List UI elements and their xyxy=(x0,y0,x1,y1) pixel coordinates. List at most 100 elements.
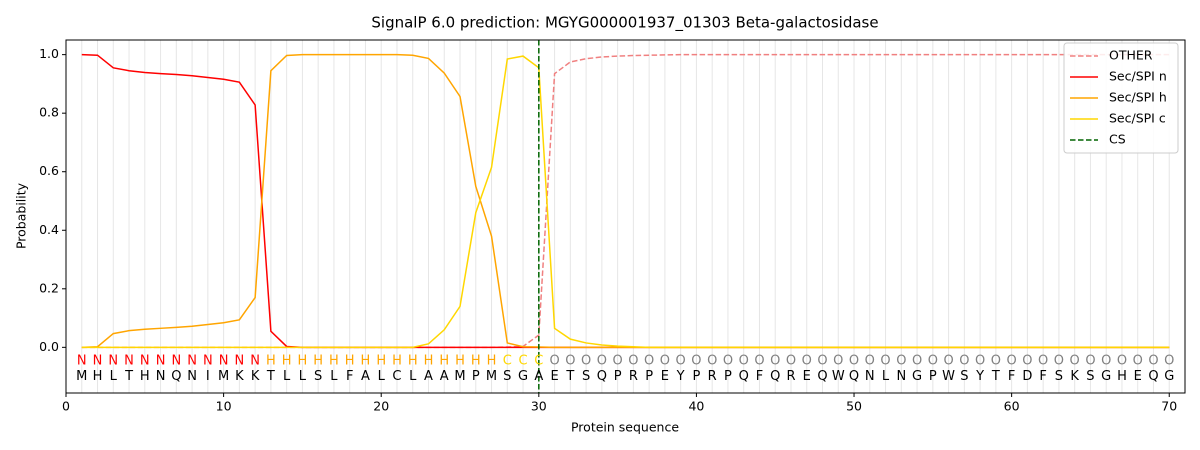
residue-letter: G xyxy=(518,369,528,384)
region-label: O xyxy=(802,354,812,369)
region-label: C xyxy=(534,354,543,369)
y-axis-label: Probability xyxy=(14,182,29,249)
residue-letter: R xyxy=(786,369,795,384)
legend-label: Sec/SPI h xyxy=(1109,90,1167,105)
region-label: N xyxy=(124,354,134,369)
residue-letter: P xyxy=(929,369,937,384)
region-label: N xyxy=(187,354,197,369)
residue-letter: N xyxy=(187,369,197,384)
region-label: H xyxy=(439,354,449,369)
region-label: O xyxy=(896,354,906,369)
residue-letter: F xyxy=(1039,369,1046,384)
residue-letter: M xyxy=(218,369,229,384)
residue-letter: T xyxy=(124,369,133,384)
region-label: O xyxy=(597,354,607,369)
region-label: O xyxy=(754,354,764,369)
residue-letter: L xyxy=(409,369,417,384)
residue-letter: E xyxy=(1134,369,1142,384)
region-label: O xyxy=(707,354,717,369)
x-tick-label: 60 xyxy=(1004,399,1020,414)
legend-label: Sec/SPI n xyxy=(1109,69,1167,84)
plot-frame xyxy=(65,39,1186,394)
y-tick-label: 0.0 xyxy=(39,339,59,354)
region-label: H xyxy=(361,354,371,369)
residue-letter: R xyxy=(708,369,717,384)
residue-letter: E xyxy=(661,369,669,384)
region-label: O xyxy=(1054,354,1064,369)
residue-letter: T xyxy=(565,369,574,384)
region-label: O xyxy=(928,354,938,369)
residue-letter: K xyxy=(251,369,260,384)
region-label: O xyxy=(770,354,780,369)
y-tick-label: 0.4 xyxy=(39,222,59,237)
residue-letter: E xyxy=(803,369,811,384)
residue-letter: M xyxy=(486,369,497,384)
residue-letter: A xyxy=(361,369,370,384)
residue-letter: Q xyxy=(849,369,859,384)
region-label: O xyxy=(644,354,654,369)
residue-letter: G xyxy=(1164,369,1174,384)
legend-label: OTHER xyxy=(1109,48,1153,63)
region-label: O xyxy=(1022,354,1032,369)
region-label: N xyxy=(93,354,103,369)
region-label: O xyxy=(1070,354,1080,369)
region-label: H xyxy=(408,354,418,369)
region-label: O xyxy=(676,354,686,369)
region-label: O xyxy=(1133,354,1143,369)
residue-letter: H xyxy=(140,369,150,384)
x-tick-label: 20 xyxy=(373,399,389,414)
region-label: O xyxy=(833,354,843,369)
region-label: H xyxy=(313,354,323,369)
residue-letter: Y xyxy=(975,369,984,384)
residue-letter: M xyxy=(454,369,465,384)
residue-letter: G xyxy=(912,369,922,384)
residue-letter: W xyxy=(832,369,845,384)
residue-letter: A xyxy=(424,369,433,384)
region-label: O xyxy=(691,354,701,369)
region-label: O xyxy=(849,354,859,369)
region-label: O xyxy=(1164,354,1174,369)
region-label: O xyxy=(865,354,875,369)
residue-letter: H xyxy=(1117,369,1127,384)
series-line xyxy=(81,53,1170,349)
residue-letter: Q xyxy=(597,369,607,384)
residue-letter: P xyxy=(645,369,653,384)
region-label: N xyxy=(203,354,213,369)
residue-letter: Q xyxy=(817,369,827,384)
region-label: O xyxy=(1007,354,1017,369)
x-tick-label: 50 xyxy=(846,399,862,414)
region-label: O xyxy=(959,354,969,369)
residue-letter: K xyxy=(1070,369,1079,384)
residue-letter: N xyxy=(156,369,166,384)
residue-letter: Q xyxy=(171,369,181,384)
residue-letter: S xyxy=(1086,369,1094,384)
residue-letter: D xyxy=(1022,369,1032,384)
residue-letter: C xyxy=(392,369,401,384)
region-label: O xyxy=(975,354,985,369)
y-tick-label: 0.8 xyxy=(39,105,59,120)
region-label: C xyxy=(503,354,512,369)
series-line xyxy=(81,55,1170,349)
series-line xyxy=(81,53,1170,349)
residue-letter: R xyxy=(629,369,638,384)
region-label: H xyxy=(266,354,276,369)
residue-letter: A xyxy=(440,369,449,384)
region-label: N xyxy=(219,354,229,369)
region-label: N xyxy=(77,354,87,369)
residue-letter: Q xyxy=(1148,369,1158,384)
region-label: H xyxy=(298,354,308,369)
chart-title: SignalP 6.0 prediction: MGYG000001937_01… xyxy=(371,14,878,33)
residue-letter: F xyxy=(756,369,763,384)
residue-letter: A xyxy=(534,369,543,384)
region-label: N xyxy=(140,354,150,369)
residue-letter: Y xyxy=(676,369,685,384)
region-label: O xyxy=(912,354,922,369)
legend-label: CS xyxy=(1109,132,1126,147)
region-label: O xyxy=(1117,354,1127,369)
region-label: O xyxy=(1038,354,1048,369)
region-label: O xyxy=(723,354,733,369)
residue-letter: M xyxy=(76,369,87,384)
region-label: O xyxy=(943,354,953,369)
y-tick-label: 0.6 xyxy=(39,163,59,178)
region-label: H xyxy=(471,354,481,369)
